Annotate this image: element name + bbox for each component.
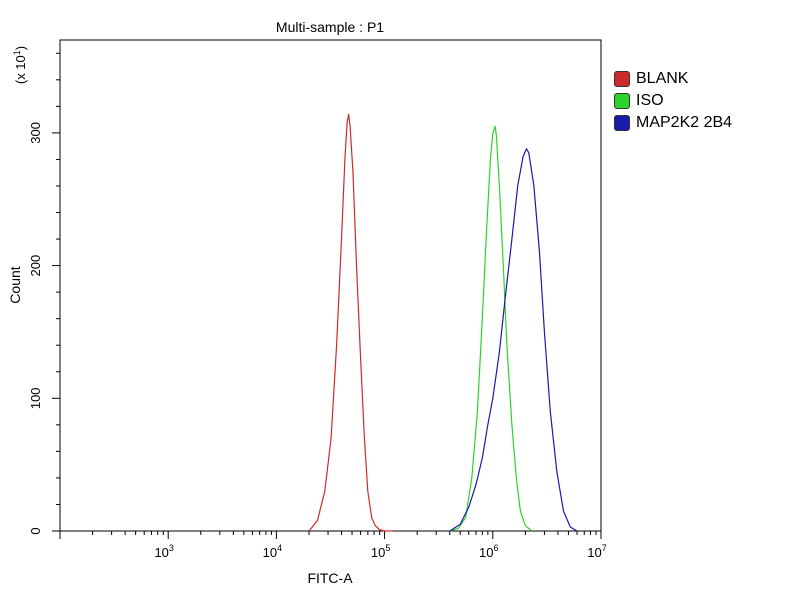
y-multiplier: (x 101) bbox=[12, 46, 28, 84]
legend-item: BLANK bbox=[614, 68, 732, 90]
y-multiplier-base: (x 10 bbox=[13, 55, 28, 84]
legend-item: ISO bbox=[614, 90, 732, 112]
legend: BLANK ISO MAP2K2 2B4 bbox=[614, 68, 732, 134]
x-tick-label: 105 bbox=[371, 543, 390, 560]
x-axis-ticks: 103 104 105 106 107 bbox=[59, 531, 607, 560]
plot-area-frame bbox=[59, 39, 602, 532]
x-tick-label-base: 10 bbox=[587, 545, 601, 560]
x-tick-label-exp: 5 bbox=[385, 543, 390, 553]
legend-label: MAP2K2 2B4 bbox=[636, 114, 733, 131]
series-line-map2k2-2b4 bbox=[449, 148, 578, 532]
x-tick-label: 103 bbox=[154, 543, 173, 560]
y-tick-label: 300 bbox=[28, 122, 43, 144]
legend-item: MAP2K2 2B4 bbox=[614, 112, 732, 134]
legend-label: BLANK bbox=[636, 70, 689, 87]
x-tick-label-base: 10 bbox=[154, 545, 168, 560]
y-tick-label: 0 bbox=[28, 527, 43, 534]
x-tick-label: 104 bbox=[263, 543, 282, 560]
x-tick-label-exp: 4 bbox=[277, 543, 282, 553]
x-tick-label-base: 10 bbox=[263, 545, 277, 560]
x-tick-label: 107 bbox=[587, 543, 606, 560]
legend-label: ISO bbox=[636, 92, 664, 109]
legend-swatch bbox=[614, 115, 630, 131]
y-axis-label: Count bbox=[7, 266, 23, 303]
x-tick-label-base: 10 bbox=[371, 545, 385, 560]
x-tick-label-exp: 3 bbox=[169, 543, 174, 553]
y-multiplier-exp: 1 bbox=[12, 50, 22, 55]
chart-title: Multi-sample : P1 bbox=[276, 19, 384, 35]
legend-swatch bbox=[614, 93, 630, 109]
x-tick-label: 106 bbox=[479, 543, 498, 560]
series-line-iso bbox=[449, 125, 533, 532]
y-tick-label: 100 bbox=[28, 387, 43, 409]
x-tick-label-base: 10 bbox=[479, 545, 493, 560]
legend-swatch bbox=[614, 71, 630, 87]
series-line-blank bbox=[308, 113, 394, 532]
svg-text:(x 101): (x 101) bbox=[12, 46, 28, 84]
x-tick-label-exp: 7 bbox=[602, 543, 607, 553]
y-axis-ticks: 0 100 200 300 bbox=[28, 52, 60, 535]
x-axis-label: FITC-A bbox=[307, 570, 353, 586]
x-tick-label-exp: 6 bbox=[494, 543, 499, 553]
y-tick-label: 200 bbox=[28, 255, 43, 277]
